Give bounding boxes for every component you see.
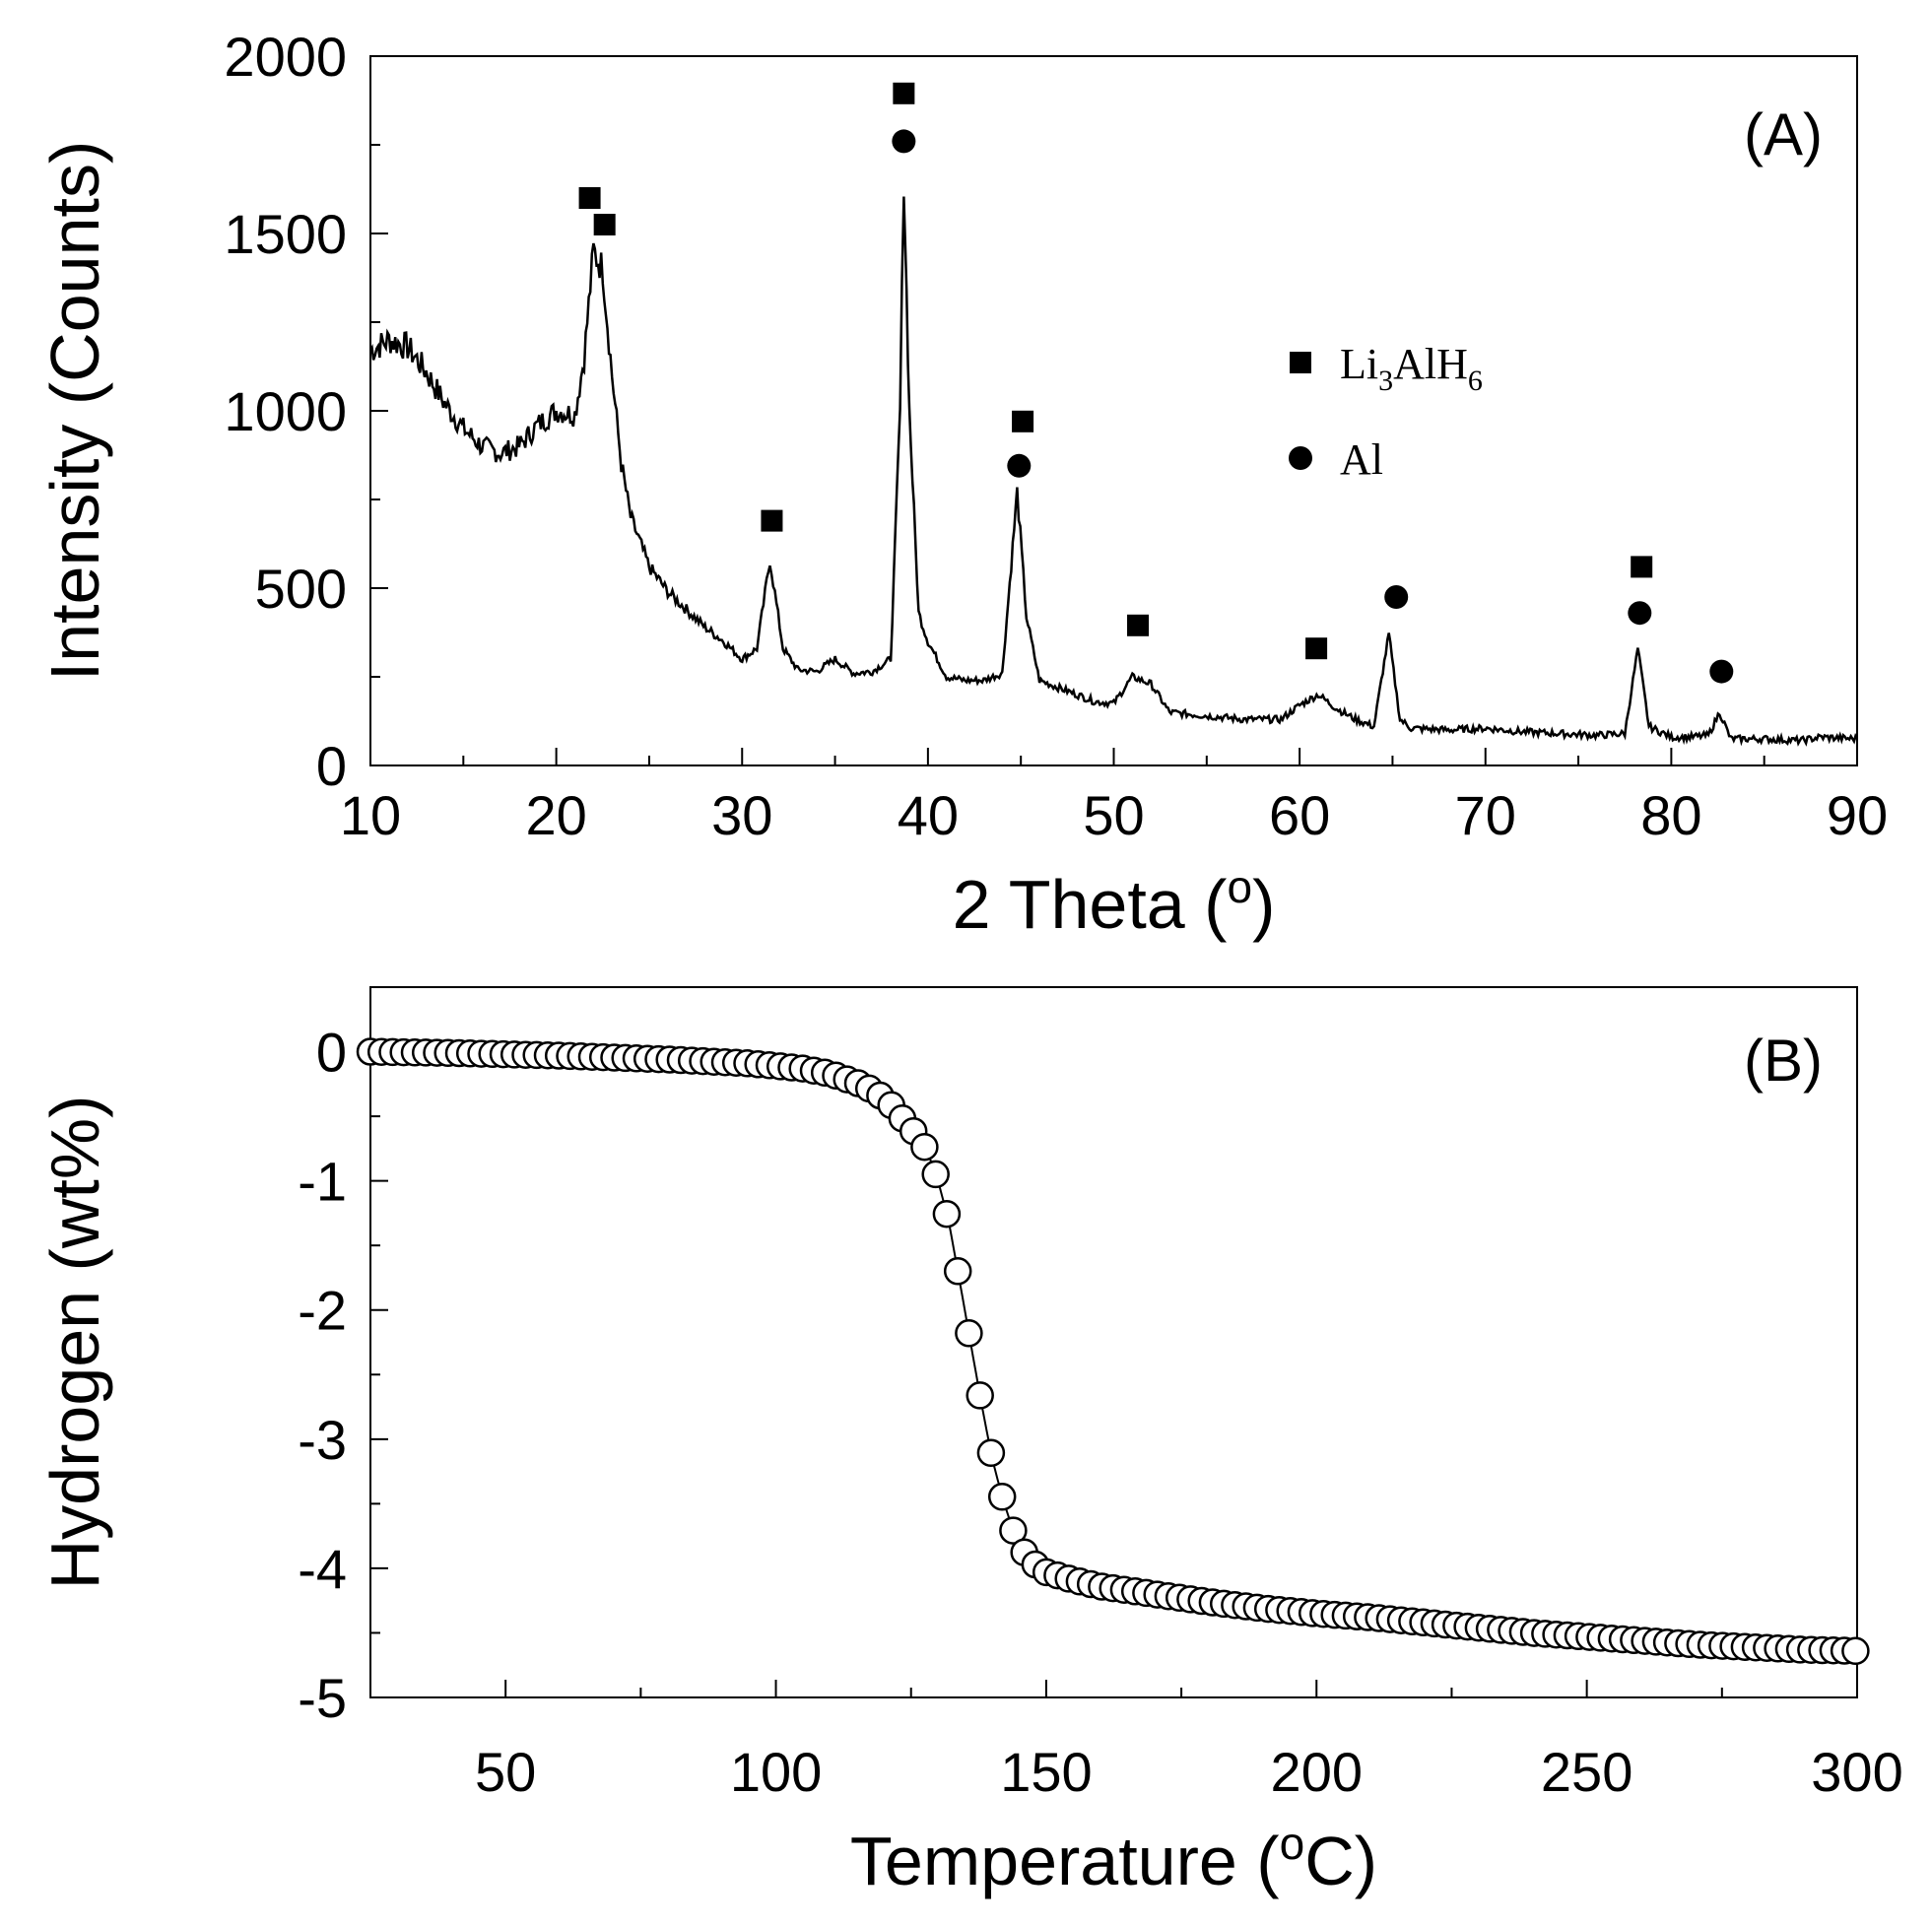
x-tick-label: 70 [1455, 784, 1516, 846]
x-tick-label: 50 [475, 1741, 536, 1803]
li3alh6-marker [1127, 614, 1150, 636]
x-axis-title-main: 2 Theta ( [953, 866, 1228, 943]
x-tick-label: 30 [711, 784, 772, 846]
panel-label: (A) [1744, 101, 1823, 167]
y-tick-label: 0 [316, 735, 347, 797]
plot-frame [369, 55, 1858, 766]
y-tick-label: 1000 [224, 380, 347, 442]
plot-frame [369, 986, 1858, 1698]
li3alh6-marker [593, 214, 616, 235]
legend-label-al: Al [1340, 435, 1383, 484]
li3alh6-marker [893, 82, 915, 104]
legend-alh: AlH [1393, 340, 1468, 388]
panel-label: (B) [1744, 1028, 1823, 1094]
x-axis-title-end: ) [1252, 866, 1275, 943]
legend-label-li3alh6: Li3AlH6 [1340, 340, 1483, 397]
al-marker [1628, 601, 1652, 626]
x-tick-label: 250 [1541, 1741, 1632, 1803]
y-tick-label: -4 [298, 1538, 347, 1600]
x-axis-title: 2 Theta (o) [953, 861, 1276, 943]
y-tick-label: 1500 [224, 203, 347, 265]
y-tick-label: -1 [298, 1151, 347, 1213]
x-tick-label: 300 [1811, 1741, 1902, 1803]
legend-sub-3: 3 [1378, 365, 1393, 397]
y-tick-label: 0 [316, 1022, 347, 1084]
legend-sub-6: 6 [1468, 365, 1483, 397]
x-axis-title-end: C) [1304, 1823, 1377, 1899]
tga-marker [999, 1516, 1028, 1545]
x-tick-label: 40 [898, 784, 959, 846]
x-tick-label: 200 [1271, 1741, 1363, 1803]
x-axis-title: Temperature (oC) [850, 1818, 1377, 1899]
al-marker [892, 129, 916, 154]
y-tick-label: -2 [298, 1280, 347, 1342]
legend-square-icon [1290, 352, 1311, 373]
x-tick-label: 50 [1083, 784, 1144, 846]
panel-a: 10 20 30 40 50 60 70 80 90 0 500 1000 1500 2000 2 Thet… [36, 26, 1888, 943]
x-axis-title-sup: o [1280, 1818, 1305, 1869]
x-axis-title-sup: o [1227, 861, 1252, 912]
al-marker [1007, 453, 1032, 478]
tga-marker [932, 1199, 962, 1229]
li3alh6-marker [1012, 410, 1034, 432]
tga-marker [1841, 1636, 1870, 1666]
tga-marker [966, 1381, 994, 1410]
legend-circle-icon [1289, 446, 1312, 470]
xrd-trace [368, 196, 1859, 747]
y-tick-label: -5 [298, 1667, 347, 1729]
tga-marker [987, 1483, 1017, 1511]
y-tick-label: 2000 [224, 26, 347, 88]
x-tick-label: 150 [1000, 1741, 1092, 1803]
x-tick-label: 80 [1640, 784, 1701, 846]
tga-marker [921, 1160, 950, 1189]
x-axis-title-main: Temperature ( [850, 1823, 1280, 1899]
panel-b: 50 100 150 200 250 300 0 -1 -2 -3 -4 -5 Temperature … [36, 986, 1903, 1899]
x-tick-label: 20 [525, 784, 586, 846]
tga-marker [955, 1319, 983, 1348]
tga-curve [369, 1050, 1858, 1652]
y-axis-title: Intensity (Counts) [36, 141, 113, 682]
legend-li: Li [1340, 340, 1378, 388]
y-axis-title: Hydrogen (wt%) [36, 1096, 113, 1590]
li3alh6-marker [578, 187, 601, 209]
al-marker [1709, 659, 1734, 684]
tga-marker [976, 1438, 1006, 1468]
tga-marker [910, 1132, 939, 1162]
li3alh6-marker [761, 509, 783, 532]
x-tick-label: 90 [1827, 784, 1888, 846]
x-tick-label: 10 [340, 784, 401, 846]
li3alh6-marker [1631, 556, 1653, 578]
tga-marker [943, 1257, 972, 1286]
y-tick-label: 500 [255, 558, 347, 620]
li3alh6-marker [1305, 637, 1328, 660]
al-marker [1384, 585, 1409, 609]
y-tick-label: -3 [298, 1409, 347, 1471]
x-tick-label: 100 [730, 1741, 822, 1803]
x-tick-label: 60 [1269, 784, 1330, 846]
